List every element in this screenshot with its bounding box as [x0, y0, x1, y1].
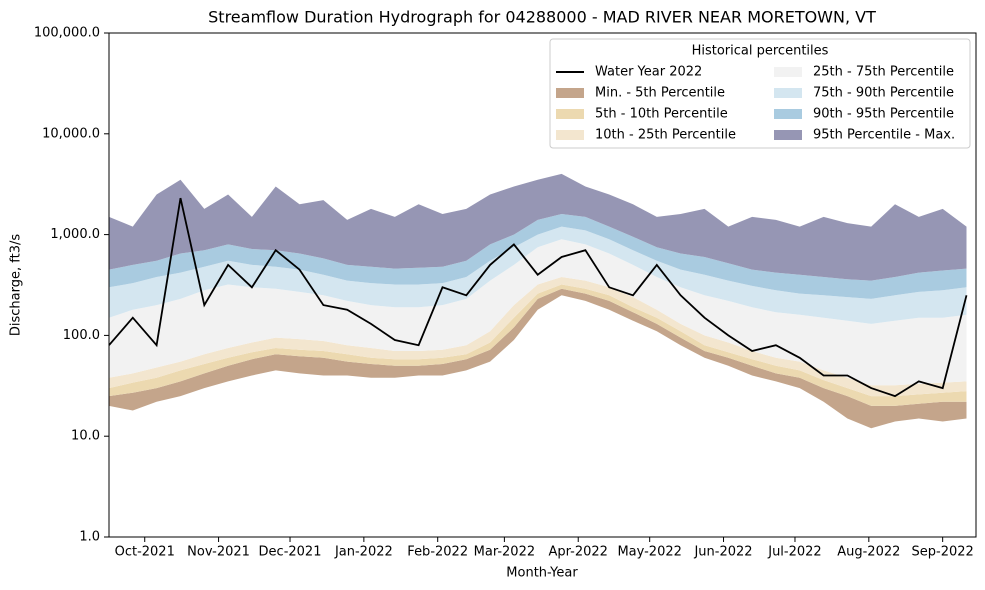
percentile-band — [109, 214, 967, 299]
legend-label: Min. - 5th Percentile — [595, 86, 725, 101]
y-tick-label: 10,000.0 — [42, 126, 100, 141]
legend: Historical percentiles Water Year 2022 Min… — [549, 38, 971, 149]
x-tick-label: Feb-2022 — [407, 545, 468, 560]
x-tick-label: Aug-2022 — [837, 545, 900, 560]
x-tick-label: Mar-2022 — [474, 545, 535, 560]
x-tick-label: Jul-2022 — [767, 545, 821, 560]
legend-swatch — [556, 88, 584, 98]
x-tick-label: May-2022 — [617, 545, 681, 560]
legend-swatch — [774, 130, 802, 140]
y-tick-label: 10.0 — [71, 429, 100, 444]
legend-swatch — [556, 109, 584, 119]
data-line — [108, 197, 968, 398]
legend-swatch — [774, 109, 802, 119]
percentile-band — [109, 288, 967, 429]
legend-label: 25th - 75th Percentile — [813, 65, 954, 80]
legend-label: 5th - 10th Percentile — [595, 107, 728, 122]
legend-label: Water Year 2022 — [595, 65, 702, 80]
plot-frame — [108, 32, 977, 538]
chart-title: Streamflow Duration Hydrograph for 04288… — [208, 8, 876, 27]
legend-swatch — [556, 130, 584, 140]
percentile-band — [109, 226, 967, 324]
x-tick-label: Apr-2022 — [549, 545, 608, 560]
y-tick-label: 100,000.0 — [34, 26, 100, 41]
x-tick-label: Jan-2022 — [334, 545, 393, 560]
percentile-band — [109, 173, 967, 281]
x-tick-label: Oct-2021 — [115, 545, 175, 560]
legend-label: 75th - 90th Percentile — [813, 86, 954, 101]
legend-label: 95th Percentile - Max. — [813, 128, 955, 143]
y-tick-label: 1,000.0 — [50, 227, 100, 242]
legend-title: Historical percentiles — [692, 44, 829, 59]
y-axis-label: Discharge, ft3/s — [9, 234, 24, 336]
plot-area — [108, 173, 968, 429]
legend-swatch — [774, 67, 802, 77]
x-tick-label: Sep-2022 — [912, 545, 974, 560]
x-tick-label: Jun-2022 — [693, 545, 752, 560]
x-axis-label: Month-Year — [506, 566, 578, 581]
legend-label: 10th - 25th Percentile — [595, 128, 736, 143]
x-tick-label: Nov-2021 — [187, 545, 250, 560]
y-tick-label: 1.0 — [79, 530, 100, 545]
x-tick-label: Dec-2021 — [259, 545, 322, 560]
legend-swatch — [774, 88, 802, 98]
y-tick-label: 100.0 — [63, 328, 100, 343]
legend-label: 90th - 95th Percentile — [813, 107, 954, 122]
legend-box — [549, 38, 971, 149]
percentile-band — [109, 239, 967, 386]
